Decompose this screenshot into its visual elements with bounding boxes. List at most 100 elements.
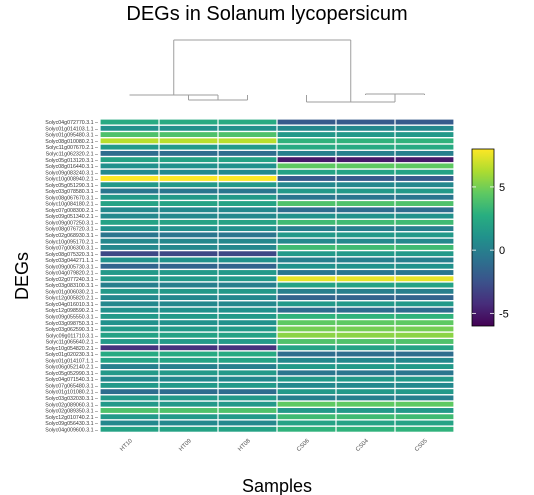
heatmap-cell <box>277 125 336 131</box>
heatmap-cell <box>395 219 454 225</box>
heatmap-cell <box>100 232 159 238</box>
heatmap-cell <box>100 251 159 257</box>
heatmap-cell <box>277 132 336 138</box>
heatmap-cell <box>159 232 218 238</box>
heatmap-cell <box>395 345 454 351</box>
heatmap-cell <box>277 370 336 376</box>
heatmap-cell <box>336 401 395 407</box>
heatmap-cell <box>336 295 395 301</box>
row-label: Solyc10g054820.2.1 – <box>45 346 98 352</box>
heatmap-cell <box>277 376 336 382</box>
heatmap-cell <box>218 270 277 275</box>
row-label: Solyc08g067670.3.1 – <box>45 195 98 201</box>
heatmap-cell <box>218 426 277 432</box>
heatmap-cell <box>336 376 395 382</box>
row-label: Solyc09g007250.3.1 – <box>45 220 98 226</box>
heatmap-cell <box>159 326 218 332</box>
heatmap-cell <box>277 144 336 150</box>
heatmap-cell <box>395 326 454 332</box>
heatmap-cell <box>100 339 159 344</box>
heatmap-cell <box>395 295 454 301</box>
heatmap-cell <box>277 313 336 319</box>
heatmap-cell <box>159 320 218 326</box>
heatmap-cell <box>100 270 159 275</box>
heatmap-cell <box>100 157 159 163</box>
row-label: Solyc02g077240.3.1 – <box>45 277 98 283</box>
heatmap-cell <box>218 295 277 301</box>
row-label: Solyc02g089060.3.1 – <box>45 402 98 408</box>
heatmap-cell <box>159 414 218 420</box>
x-axis-label: Samples <box>242 476 312 495</box>
heatmap-cell <box>395 213 454 219</box>
heatmap-cell <box>159 295 218 301</box>
heatmap-cell <box>277 426 336 432</box>
heatmap-cell <box>100 119 159 125</box>
heatmap-cell <box>277 182 336 188</box>
heatmap-cell <box>218 276 277 282</box>
row-label: Solyc11g007670.2.1 – <box>46 145 98 151</box>
heatmap-cell <box>277 213 336 219</box>
heatmap-cell <box>336 288 395 294</box>
heatmap-cell <box>100 213 159 219</box>
heatmap-cell <box>336 201 395 206</box>
heatmap-cell <box>336 420 395 426</box>
row-labels: Solyc04g072770.3.1 –Solyc01g014103.1.1 –… <box>45 120 98 433</box>
heatmap-cell <box>336 163 395 169</box>
row-label: Solyc04g009600.3.1 – <box>45 427 98 433</box>
heatmap-cell <box>336 332 395 338</box>
heatmap-cell <box>277 201 336 206</box>
heatmap-cell <box>395 301 454 307</box>
heatmap-cell <box>159 339 218 344</box>
heatmap-cell <box>159 351 218 357</box>
heatmap-cell <box>277 408 336 413</box>
heatmap-cell <box>218 401 277 407</box>
row-label: Solyc10g095170.2.1 – <box>45 239 98 245</box>
heatmap-cell <box>100 238 159 244</box>
heatmap-cell <box>277 357 336 363</box>
row-label: Solyc03g083100.3.1 – <box>45 283 98 289</box>
heatmap-cell <box>159 157 218 163</box>
heatmap-cell <box>277 150 336 156</box>
heatmap-cell <box>336 132 395 138</box>
heatmap-cell <box>159 144 218 150</box>
heatmap-cell <box>218 125 277 131</box>
heatmap-cell <box>277 389 336 395</box>
heatmap-cell <box>218 219 277 225</box>
heatmap-cell <box>395 226 454 232</box>
row-label: Solyc02g089350.3.1 – <box>45 409 98 415</box>
heatmap-cell <box>218 157 277 163</box>
heatmap-cell <box>159 125 218 131</box>
row-label: Solyc06g052140.2.1 – <box>45 365 98 371</box>
row-label: Solyc04g079820.2.1 – <box>45 271 98 277</box>
heatmap-cell <box>395 232 454 238</box>
heatmap-cell <box>100 163 159 169</box>
row-label: Solyc05g052990.3.1 – <box>45 371 98 377</box>
heatmap-cell <box>336 326 395 332</box>
heatmap-cell <box>336 345 395 351</box>
heatmap-cell <box>336 257 395 263</box>
heatmap-cell <box>336 276 395 282</box>
heatmap-cell <box>395 201 454 206</box>
row-label: Solyc03g032030.3.1 – <box>45 396 98 402</box>
heatmap-cell <box>100 301 159 307</box>
heatmap-cell <box>218 313 277 319</box>
heatmap-cell <box>395 163 454 169</box>
heatmap-cell <box>159 313 218 319</box>
heatmap-cell <box>159 251 218 257</box>
heatmap-cell <box>100 370 159 376</box>
heatmap-cell <box>277 301 336 307</box>
heatmap-cell <box>218 263 277 269</box>
heatmap-cell <box>100 376 159 382</box>
heatmap-cell <box>159 376 218 382</box>
heatmap-cell <box>277 238 336 244</box>
row-label: Solyc09g051340.2.1 – <box>45 214 98 220</box>
heatmap-cell <box>218 245 277 250</box>
heatmap-cell <box>218 194 277 200</box>
row-label: Solyc03g062590.3.1 – <box>45 327 98 333</box>
heatmap-cell <box>277 138 336 144</box>
heatmap-cell <box>159 307 218 313</box>
heatmap-cell <box>395 132 454 138</box>
heatmap-cell <box>159 219 218 225</box>
heatmap-cell <box>159 226 218 232</box>
